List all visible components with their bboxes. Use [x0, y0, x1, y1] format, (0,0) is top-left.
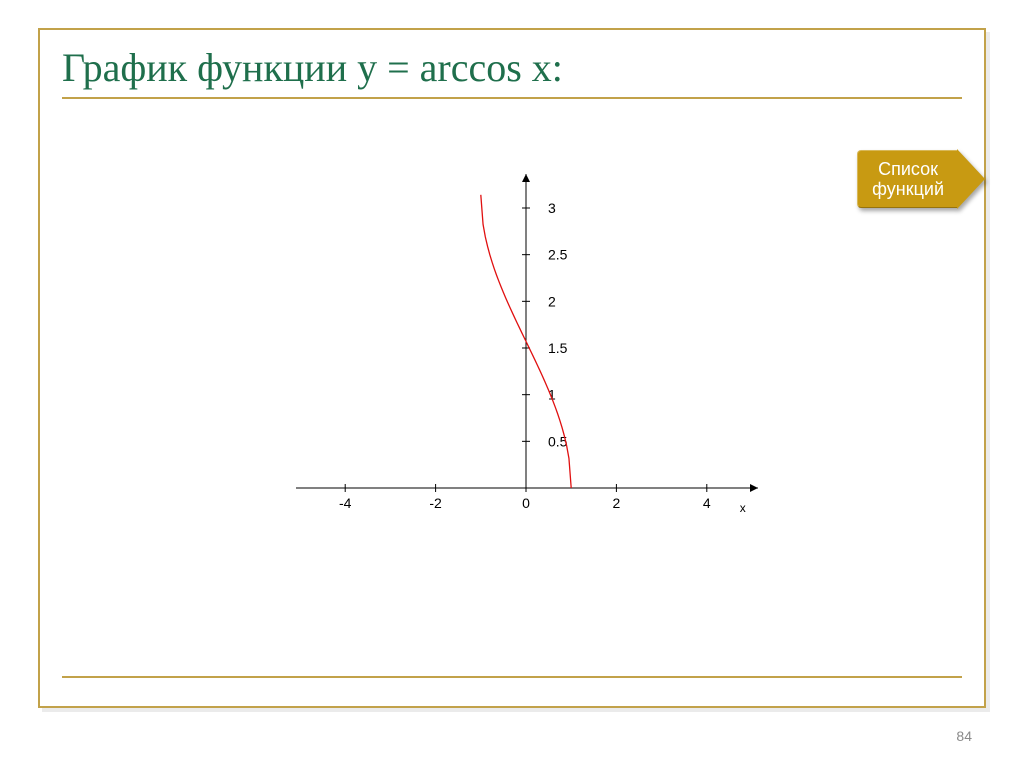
svg-text:4: 4: [703, 495, 711, 511]
svg-text:0: 0: [522, 495, 530, 511]
svg-text:3: 3: [548, 200, 556, 216]
svg-text:2: 2: [548, 293, 556, 309]
svg-text:-2: -2: [429, 495, 442, 511]
slide-title: График функции y = arccos x:: [62, 44, 962, 91]
svg-text:2: 2: [613, 495, 621, 511]
function-list-button[interactable]: Список функций: [857, 150, 986, 208]
title-rule: [62, 97, 962, 99]
bottom-rule: [62, 676, 962, 678]
page-number: 84: [956, 728, 972, 744]
svg-text:x: x: [740, 501, 746, 515]
arrow-right-icon: [958, 150, 986, 208]
arccos-chart: -4-2024x0.511.522.53: [252, 170, 772, 530]
svg-text:-4: -4: [339, 495, 352, 511]
svg-text:1.5: 1.5: [548, 340, 568, 356]
chart-svg: -4-2024x0.511.522.53: [252, 170, 772, 530]
slide-frame: График функции y = arccos x: -4-2024x0.5…: [38, 28, 986, 708]
function-list-label: Список функций: [857, 150, 958, 208]
svg-text:2.5: 2.5: [548, 247, 568, 263]
